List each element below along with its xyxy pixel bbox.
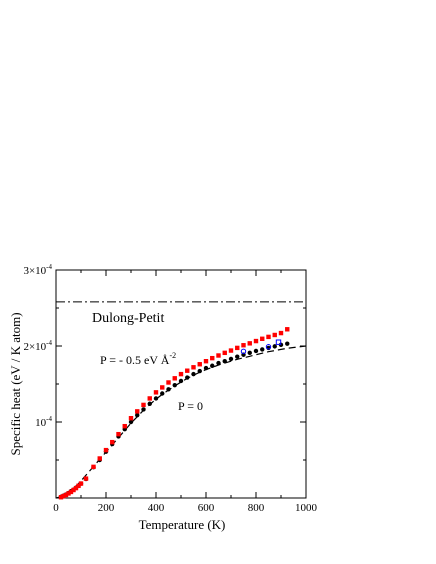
data-point-pneg <box>122 423 127 429</box>
data-point-pneg <box>91 464 96 470</box>
data-point-pneg <box>247 341 252 346</box>
plot-frame <box>55 269 307 499</box>
pressure-negative-label-exp: -2 <box>169 351 176 360</box>
y-tick-label: 3×10-4 <box>23 263 52 277</box>
plot-area <box>55 269 307 499</box>
y-tick-mantissa: 3×10 <box>23 265 46 277</box>
data-point-pneg <box>203 359 209 364</box>
data-point-pneg <box>110 439 115 445</box>
data-point-p0 <box>166 387 171 392</box>
data-point-pneg <box>241 343 246 348</box>
data-point-pneg <box>66 491 71 496</box>
data-point-p0 <box>228 356 234 362</box>
pressure-negative-label: P = - 0.5 eV Å-2 <box>100 351 176 367</box>
data-point-p0 <box>197 368 202 374</box>
data-point-pneg <box>166 380 171 385</box>
data-point-p0 <box>285 341 290 346</box>
data-point-p0 <box>222 359 227 364</box>
data-point-pneg <box>228 348 234 353</box>
data-point-pneg <box>266 334 271 340</box>
data-point-p0 <box>210 363 215 368</box>
data-point-p0 <box>272 344 277 349</box>
data-point-pneg <box>147 396 152 401</box>
model-curve-line <box>55 345 307 499</box>
data-point-pneg <box>210 355 215 361</box>
data-point-pneg <box>185 368 190 373</box>
data-point-pneg <box>197 362 202 367</box>
data-point-p0 <box>191 371 196 377</box>
y-axis-title: Specific heat (eV / K atom) <box>8 312 23 455</box>
x-tick-label: 200 <box>98 502 115 514</box>
data-markers <box>58 327 290 500</box>
data-point-pneg <box>141 402 146 408</box>
data-point-p0 <box>185 375 190 380</box>
x-tick-label: 0 <box>53 502 59 514</box>
data-point-pneg <box>160 385 165 390</box>
data-point-pneg <box>285 327 290 332</box>
y-tick-mantissa: 10 <box>35 417 47 429</box>
model-curve <box>55 345 307 499</box>
data-point-pneg <box>178 371 184 377</box>
data-point-open-circle <box>265 344 272 350</box>
data-point-pneg <box>58 495 64 500</box>
data-point-p0 <box>172 382 177 388</box>
y-tick-label: 10-4 <box>35 415 52 429</box>
data-point-p0 <box>253 348 259 354</box>
data-point-pneg <box>76 483 81 489</box>
pressure-zero-label: P = 0 <box>178 399 203 413</box>
data-point-pneg <box>272 332 277 338</box>
data-point-pneg <box>253 338 259 344</box>
x-axis-ticks: 0 200 400 600 800 1000 <box>53 270 318 514</box>
data-point-p0 <box>216 360 221 366</box>
x-tick-label: 400 <box>148 502 165 514</box>
data-point-pneg <box>116 431 121 437</box>
x-axis-title: Temperature (K) <box>139 517 226 532</box>
data-point-pneg <box>71 487 76 493</box>
data-point-pneg <box>191 365 196 370</box>
data-point-open-square <box>275 339 282 345</box>
data-point-p0 <box>203 365 209 371</box>
y-tick-exponent: -4 <box>46 263 52 271</box>
data-point-pneg <box>78 481 84 486</box>
data-point-p0 <box>178 378 184 384</box>
data-point-p0 <box>235 354 240 359</box>
data-point-pneg <box>135 409 140 414</box>
data-point-open-circle <box>240 348 247 355</box>
data-point-pneg <box>172 376 177 381</box>
data-point-pneg <box>83 476 89 481</box>
data-point-pneg <box>235 345 240 351</box>
y-axis-ticks: 10-42×10-43×10-4 <box>23 263 306 461</box>
data-point-p0 <box>147 401 152 406</box>
data-point-pneg <box>63 492 69 498</box>
x-tick-label: 800 <box>248 502 265 514</box>
data-point-p0 <box>153 396 159 401</box>
y-tick-mantissa: 2×10 <box>23 341 46 353</box>
pressure-negative-label-main: P = - 0.5 eV Å <box>100 353 170 367</box>
y-tick-label: 2×10-4 <box>23 339 52 353</box>
data-point-pneg <box>68 489 74 495</box>
data-point-pneg <box>153 390 159 395</box>
data-point-pneg <box>278 330 284 336</box>
y-tick-exponent: -4 <box>46 415 52 423</box>
data-point-p0 <box>128 419 134 425</box>
dulong-petit-label: Dulong-Petit <box>92 311 164 326</box>
data-point-pneg <box>222 350 227 356</box>
data-point-pneg <box>73 485 79 491</box>
data-point-p0 <box>135 412 140 418</box>
x-tick-label: 1000 <box>295 502 318 514</box>
y-tick-exponent: -4 <box>46 339 52 347</box>
data-point-pneg <box>216 353 221 358</box>
data-point-p0 <box>247 350 252 356</box>
x-tick-label: 600 <box>198 502 215 514</box>
data-point-p0 <box>160 391 165 396</box>
data-point-pneg <box>103 447 109 453</box>
data-point-pneg <box>61 493 66 499</box>
data-point-p0 <box>260 347 265 352</box>
data-point-pneg <box>128 416 134 421</box>
data-point-pneg <box>97 456 102 461</box>
data-point-pneg <box>260 336 265 341</box>
data-point-p0 <box>141 407 146 412</box>
